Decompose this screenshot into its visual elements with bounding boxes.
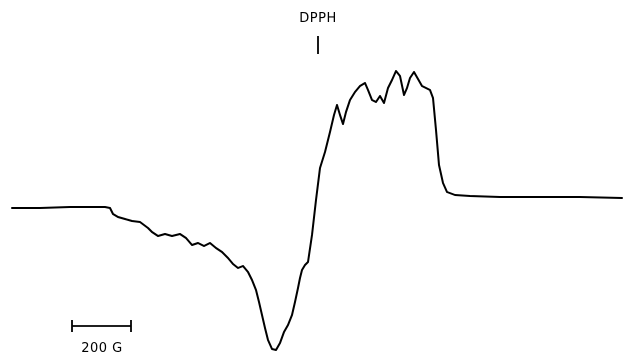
scale-bar-label: 200 G bbox=[81, 341, 123, 356]
spectrum-line bbox=[11, 70, 623, 351]
dpph-marker-label: DPPH bbox=[299, 11, 336, 26]
scale-bar: 200 G bbox=[71, 320, 132, 356]
